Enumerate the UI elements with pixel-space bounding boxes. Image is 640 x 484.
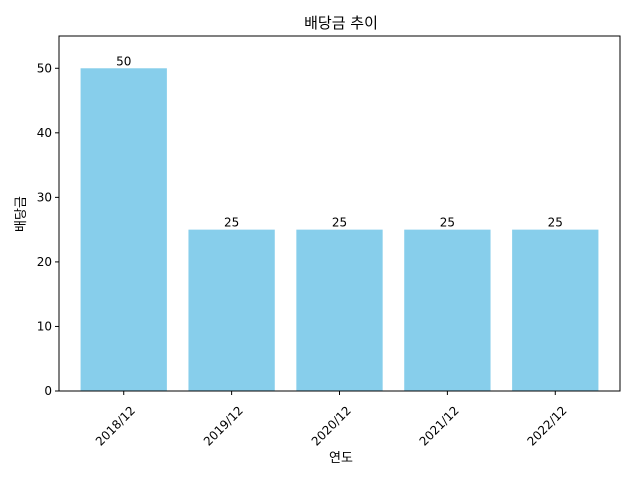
chart-title: 배당금 추이 (304, 14, 378, 32)
bar-2022/12 (512, 229, 599, 391)
data-label-2019/12: 25 (224, 216, 239, 230)
x-tick-label: 2019/12 (201, 403, 246, 448)
y-axis-ticks: 0 10 20 30 40 50 (37, 61, 59, 398)
x-tick-label: 2022/12 (524, 403, 569, 448)
data-label-2022/12: 25 (548, 216, 563, 230)
bar-2018/12 (80, 68, 167, 391)
y-tick-label: 50 (37, 61, 52, 75)
x-axis-label: 연도 (329, 451, 353, 466)
x-axis-ticks: 2018/12 2019/12 2020/12 2021/12 2022/12 (93, 391, 570, 449)
axes-frame (58, 35, 621, 392)
data-label-2020/12: 25 (332, 216, 347, 230)
data-labels-layer: 50 25 25 25 25 (116, 54, 563, 229)
x-tick-label: 2021/12 (417, 403, 462, 448)
y-tick-label: 30 (37, 190, 52, 204)
y-tick-label: 20 (37, 255, 52, 269)
y-axis-label: 배당금 (14, 196, 29, 232)
data-label-2018/12: 50 (116, 54, 131, 68)
x-tick-label: 2020/12 (309, 403, 354, 448)
bar-2019/12 (188, 229, 275, 391)
x-tick-label: 2018/12 (93, 403, 138, 448)
y-tick-label: 40 (37, 126, 52, 140)
y-tick-label: 0 (44, 384, 52, 398)
plot-area (58, 35, 621, 392)
bar-2020/12 (296, 229, 383, 391)
bars-layer (80, 68, 599, 391)
bar-2021/12 (404, 229, 491, 391)
y-tick-label: 10 (37, 319, 52, 333)
data-label-2021/12: 25 (440, 216, 455, 230)
